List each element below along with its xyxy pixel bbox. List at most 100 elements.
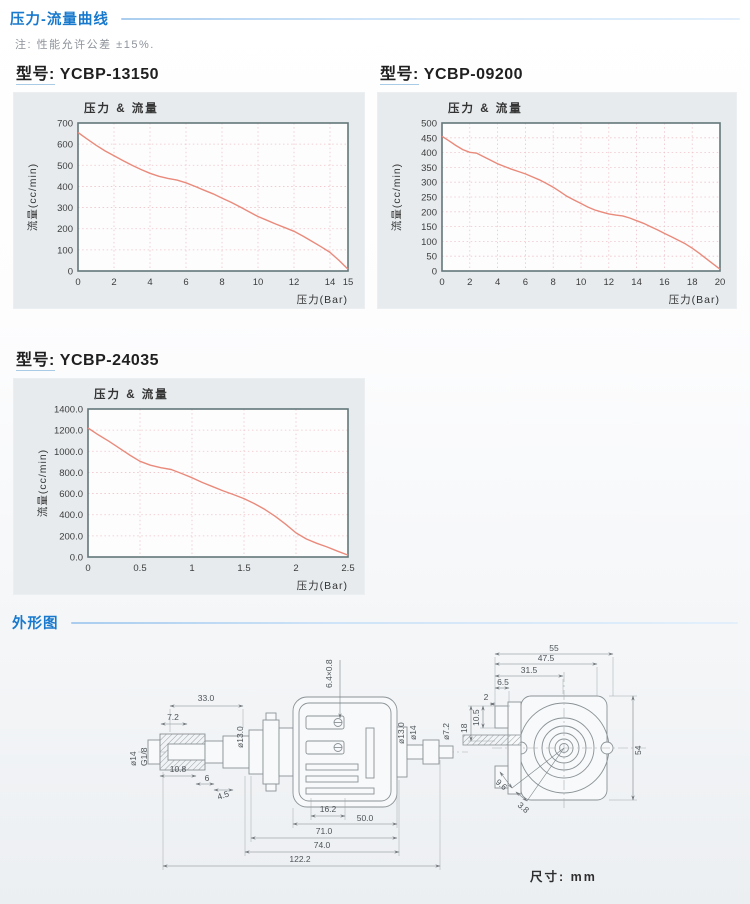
model-number: YCBP-13150 (59, 66, 160, 83)
x-tick-label: 12 (604, 277, 615, 288)
x-tick-label: 0 (85, 563, 90, 574)
x-tick-label: 18 (687, 277, 698, 288)
y-tick-label: 1400.0 (54, 405, 83, 416)
dim-label: 16.2 (320, 804, 337, 814)
x-axis-label: 压力(Bar) (669, 293, 720, 306)
x-tick-label: 0.5 (133, 563, 146, 574)
bracket-tab-top (494, 705, 509, 729)
x-tick-label: 15 (343, 277, 354, 288)
pressure-flow-chart: 压力 & 流量 压力(Bar) 流量(cc/min) 0 0.5 1 1.5 2 2.5 0.0 2… (14, 379, 364, 599)
head-step-2 (222, 735, 250, 769)
units-label: 尺寸: mm (530, 870, 597, 884)
tolerance-note: 注: 性能允许公差 ±15%. (15, 39, 155, 51)
y-tick-label: 300 (57, 203, 73, 214)
y-tick-label: 0.0 (70, 553, 83, 564)
terminal-lower (305, 740, 345, 755)
y-tick-label: 300 (421, 178, 437, 189)
flow-curve (77, 131, 349, 270)
flange-tab-top (265, 712, 277, 721)
x-tick-label: 10 (253, 277, 264, 288)
dim-label: 71.0 (316, 826, 333, 836)
dim-label: 47.5 (538, 653, 555, 663)
x-tick-label: 4 (495, 277, 500, 288)
x-tick-label: 1.5 (237, 563, 250, 574)
plot-area (88, 409, 348, 557)
section-title: 外形图 (12, 616, 59, 632)
x-axis-label: 压力(Bar) (297, 579, 348, 592)
x-tick-label: 2.5 (341, 563, 354, 574)
plot-frame (441, 122, 721, 272)
model-prefix: 型号: (16, 352, 55, 371)
x-tick-label: 14 (631, 277, 642, 288)
motor-body (292, 696, 398, 808)
flow-curve (441, 135, 721, 270)
plot-area (78, 123, 348, 271)
y-tick-label: 500 (57, 161, 73, 172)
rear-shaft (406, 744, 424, 760)
dim-label: 4.5 (216, 788, 231, 801)
rear-coupler (422, 739, 440, 765)
section-header-outline: 外形图 (12, 612, 738, 633)
y-axis-label: 流量(cc/min) (36, 449, 49, 517)
inlet-stub-front (462, 734, 522, 746)
dim-label: 74.0 (314, 840, 331, 850)
y-tick-label: 350 (421, 163, 437, 174)
y-tick-label: 200.0 (59, 531, 83, 542)
motor-vent-3 (305, 787, 375, 795)
y-tick-label: 400.0 (59, 510, 83, 521)
x-tick-label: 2 (467, 277, 472, 288)
dim-label: ø14 (128, 751, 138, 766)
chart-block-ycbp-09200: 型号: YCBP-09200 压力 & 流量 压力(Bar) 流量(cc/min) 0… (378, 60, 740, 308)
dim-label: 7.2 (167, 712, 179, 722)
dim-label: 54 (633, 745, 643, 755)
dim-label: 6 (205, 773, 210, 783)
pressure-flow-chart: 压力 & 流量 压力(Bar) 流量(cc/min) 0 2 4 6 8 10 12 14 15 0 10… (14, 93, 364, 313)
x-tick-label: 12 (289, 277, 300, 288)
y-tick-label: 0 (432, 267, 437, 278)
model-label: 型号: YCBP-09200 (380, 60, 740, 85)
bracket-plate (507, 701, 522, 795)
x-tick-label: 4 (147, 277, 152, 288)
y-tick-label: 400 (421, 148, 437, 159)
front-view: 55 47.5 31.5 6.5 2 10.5 18 9. (459, 643, 648, 815)
x-tick-label: 2 (111, 277, 116, 288)
dim-label: 18 (459, 723, 469, 733)
chart-block-ycbp-24035: 型号: YCBP-24035 压力 & 流量 压力(Bar) 流量(cc/min) 0… (14, 346, 366, 594)
motor-vent-2 (305, 775, 359, 783)
rear-tip (438, 745, 454, 759)
chart-panel: 压力 & 流量 压力(Bar) 流量(cc/min) 0 0.5 1 1.5 2 2.5 0.0 2… (14, 379, 364, 594)
y-tick-label: 200 (57, 224, 73, 235)
dim-label: ø14 (408, 725, 418, 740)
x-tick-label: 8 (219, 277, 224, 288)
model-number: YCBP-09200 (423, 66, 524, 83)
dim-label: 31.5 (521, 665, 538, 675)
y-tick-label: 0 (68, 267, 73, 278)
dim-label: 6.5 (497, 677, 509, 687)
x-tick-label: 16 (659, 277, 670, 288)
x-tick-label: 6 (183, 277, 188, 288)
dim-label: G1/8 (139, 747, 149, 766)
y-tick-label: 250 (421, 193, 437, 204)
y-tick-label: 100 (57, 245, 73, 256)
chart-panel: 压力 & 流量 压力(Bar) 流量(cc/min) 0 2 4 6 8 10 12 14 15 0 10… (14, 93, 364, 308)
head-step-1 (204, 740, 224, 764)
y-axis-label: 流量(cc/min) (26, 163, 39, 231)
dim-label: ø13.0 (396, 722, 406, 744)
y-tick-label: 700 (57, 119, 73, 130)
chart-title: 压力 & 流量 (94, 387, 169, 401)
flow-curve (87, 427, 349, 556)
inlet-tip (147, 739, 161, 765)
x-tick-label: 20 (715, 277, 726, 288)
head-step-3 (248, 729, 264, 775)
y-tick-label: 800.0 (59, 468, 83, 479)
chart-panel: 压力 & 流量 压力(Bar) 流量(cc/min) 0 2 4 6 8 10 12 14 16 18 2… (378, 93, 736, 308)
pressure-flow-chart: 压力 & 流量 压力(Bar) 流量(cc/min) 0 2 4 6 8 10 12 14 16 18 2… (378, 93, 736, 313)
section-rule (120, 17, 740, 20)
terminal-upper (305, 715, 345, 730)
section-header-curves: 压力-流量曲线 (10, 8, 740, 29)
model-prefix: 型号: (16, 66, 55, 85)
